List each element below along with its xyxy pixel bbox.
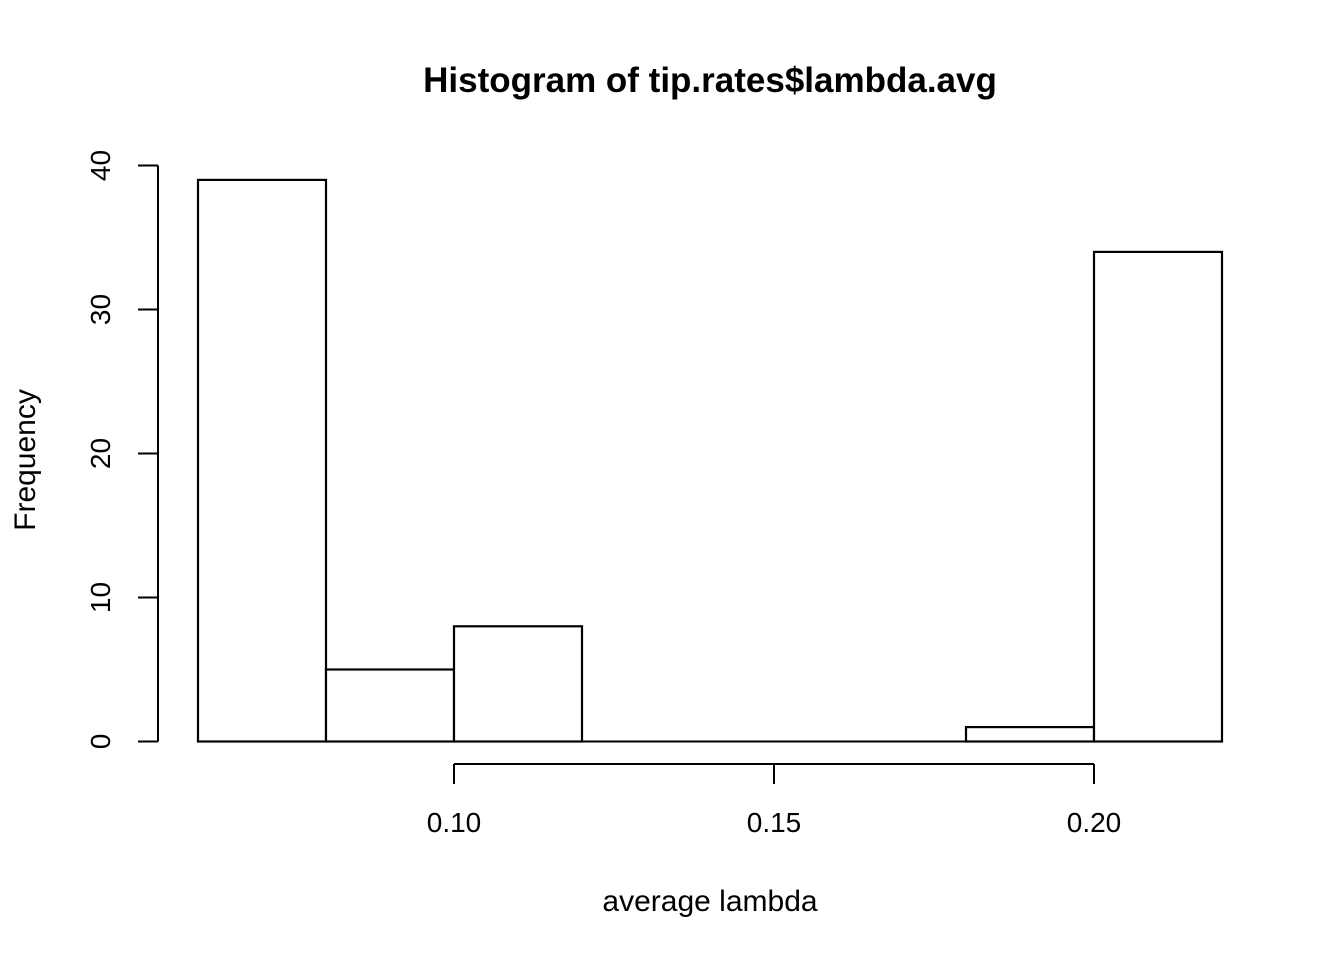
histogram-bar bbox=[1092, 250, 1224, 743]
histogram-bar bbox=[452, 625, 584, 743]
y-tick-label: 10 bbox=[85, 582, 116, 613]
histogram-bar bbox=[964, 725, 1096, 743]
x-tick-label: 0.20 bbox=[1067, 807, 1122, 838]
y-axis-label: Frequency bbox=[9, 389, 42, 531]
x-axis-label: average lambda bbox=[602, 885, 817, 918]
histogram-bar bbox=[324, 668, 456, 743]
x-axis: 0.10 0.15 0.20 bbox=[427, 763, 1122, 838]
x-tick-label: 0.10 bbox=[427, 807, 482, 838]
chart-title: Histogram of tip.rates$lambda.avg bbox=[423, 61, 997, 100]
y-axis: 0 10 20 30 40 bbox=[85, 150, 159, 750]
y-tick-label: 30 bbox=[85, 294, 116, 325]
histogram-bar bbox=[196, 178, 328, 743]
y-tick-label: 0 bbox=[85, 734, 116, 750]
y-tick-label: 40 bbox=[85, 150, 116, 181]
x-tick-label: 0.15 bbox=[747, 807, 802, 838]
y-tick-label: 20 bbox=[85, 438, 116, 469]
histogram-bars bbox=[196, 178, 1224, 743]
